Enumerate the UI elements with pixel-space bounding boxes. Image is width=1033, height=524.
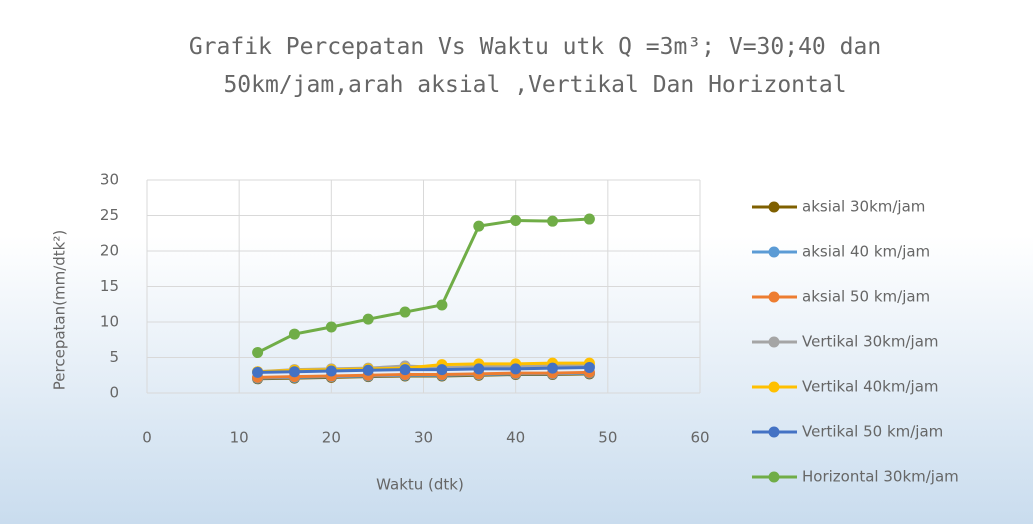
x-tick-label: 40: [506, 429, 525, 447]
data-point: [436, 299, 448, 311]
y-tick-label: 10: [100, 313, 119, 331]
y-tick-label: 5: [109, 348, 119, 366]
data-point: [325, 365, 337, 377]
data-point: [288, 328, 300, 340]
data-point: [252, 347, 264, 359]
legend-label: Vertikal 40km/jam: [802, 378, 939, 396]
data-point: [436, 364, 448, 376]
legend-marker: [768, 201, 780, 213]
x-tick-label: 20: [322, 429, 341, 447]
legend-label: aksial 30km/jam: [802, 198, 925, 216]
data-point: [399, 306, 411, 318]
y-tick-label: 15: [100, 277, 119, 295]
series-line: [256, 217, 590, 354]
y-tick-label: 30: [100, 171, 119, 189]
data-point: [325, 321, 337, 333]
legend-marker: [768, 471, 780, 483]
data-point: [473, 220, 485, 232]
x-tick-label: 60: [690, 429, 709, 447]
data-point: [362, 313, 374, 325]
data-point: [399, 364, 411, 376]
legend-marker: [768, 426, 780, 438]
series-line: [257, 365, 590, 374]
legend-marker: [768, 291, 780, 303]
y-tick-label: 20: [100, 242, 119, 260]
y-axis-label: Percepatan(mm/dtk²): [51, 230, 69, 390]
data-point: [583, 361, 595, 373]
data-point: [288, 366, 300, 378]
data-point: [510, 363, 522, 375]
x-tick-label: 30: [414, 429, 433, 447]
y-tick-label: 25: [100, 206, 119, 224]
series-line: [257, 370, 590, 379]
legend-label: Vertikal 30km/jam: [802, 333, 939, 351]
legend-label: Vertikal 50 km/jam: [802, 423, 943, 441]
data-point: [510, 214, 522, 226]
data-point: [583, 213, 595, 225]
data-point: [362, 364, 374, 376]
data-point: [473, 363, 485, 375]
x-axis-label: Waktu (dtk): [376, 476, 464, 494]
legend-marker: [768, 336, 780, 348]
legend-marker: [768, 246, 780, 258]
x-tick-label: 0: [142, 429, 152, 447]
legend-label: Horizontal 30km/jam: [802, 468, 959, 486]
chart-title: Grafik Percepatan Vs Waktu utk Q =3m³; V…: [188, 34, 882, 98]
legend-marker: [768, 381, 780, 393]
data-point: [252, 366, 264, 378]
y-tick-label: 0: [109, 384, 119, 402]
x-tick-label: 50: [598, 429, 617, 447]
data-point: [547, 215, 559, 227]
legend-label: aksial 50 km/jam: [802, 288, 930, 306]
legend-label: aksial 40 km/jam: [802, 243, 930, 261]
data-point: [547, 362, 559, 374]
x-tick-label: 10: [230, 429, 249, 447]
